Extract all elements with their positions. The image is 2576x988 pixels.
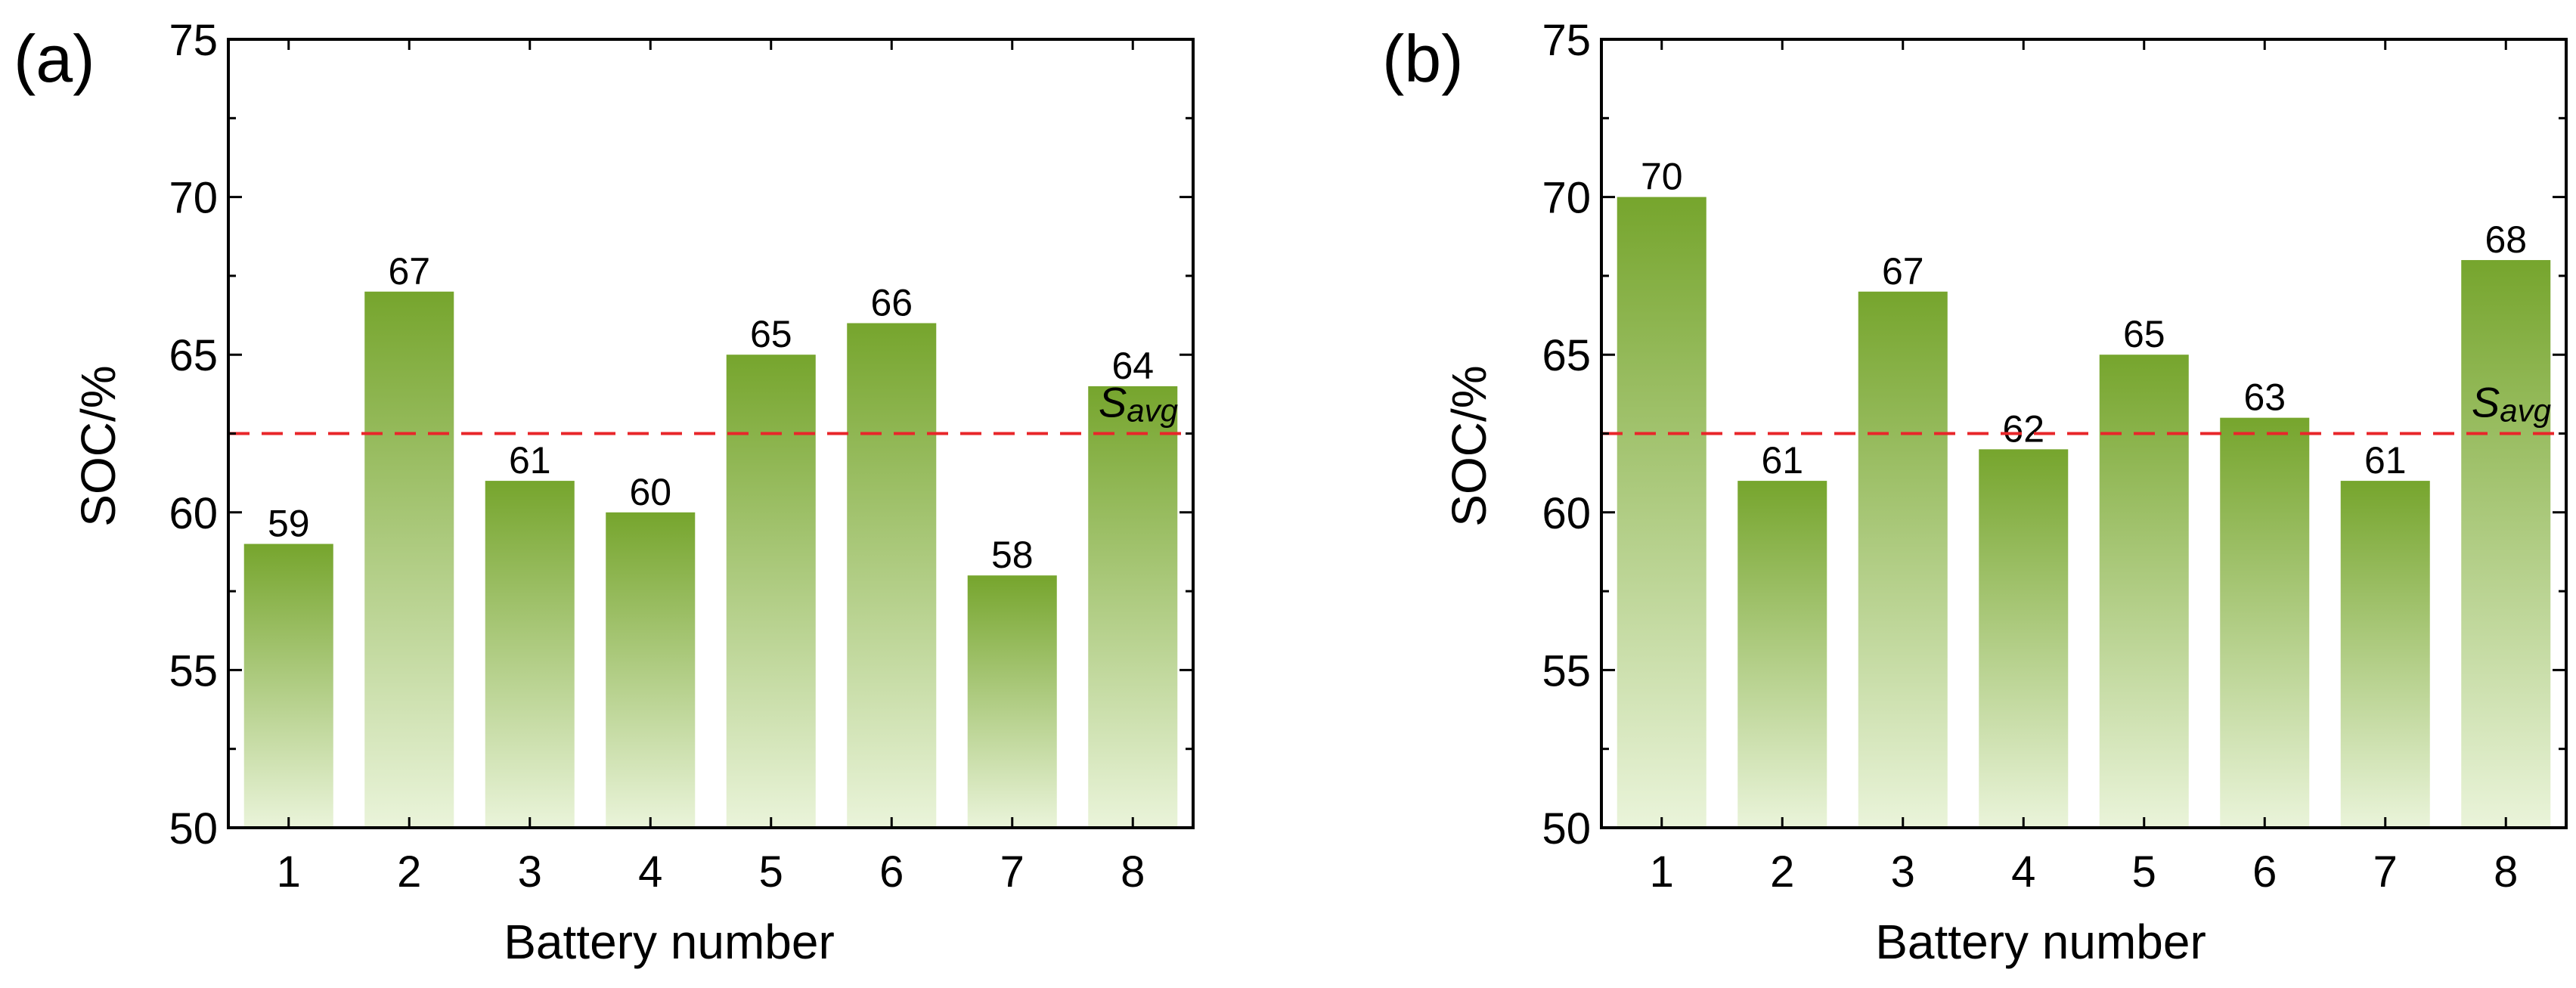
bar: [2099, 355, 2189, 828]
panel-label: (b): [1382, 21, 1464, 96]
bar: [2220, 417, 2310, 828]
data-label: 68: [2485, 218, 2527, 261]
bar: [847, 323, 937, 828]
panel-label: (a): [14, 21, 95, 96]
chart-panel-b: (b) Battery number SOC/% 701612673624655…: [1382, 16, 2568, 969]
data-label: 70: [1641, 156, 1683, 198]
y-tick-label: 75: [1542, 16, 1591, 65]
plot-frame: [1600, 38, 2568, 829]
data-label: 58: [991, 534, 1034, 576]
bar: [967, 575, 1057, 828]
x-tick-label: 1: [277, 847, 301, 897]
chart-panel-a: (a) Battery number SOC/% 591672613604655…: [14, 16, 1195, 969]
bar: [726, 355, 816, 828]
x-tick-label: 2: [397, 847, 421, 897]
savg-subscript: avg: [1127, 393, 1178, 429]
x-tick-label: 5: [759, 847, 783, 897]
x-tick-label: 8: [1121, 847, 1145, 897]
bar: [2340, 481, 2430, 828]
data-label: 67: [1882, 250, 1924, 293]
y-axis-label: SOC/%: [1442, 365, 1496, 526]
bar: [364, 291, 454, 828]
y-tick-label: 65: [1542, 331, 1591, 380]
y-axis-label: SOC/%: [71, 365, 126, 526]
x-axis-label: Battery number: [1875, 915, 2206, 969]
x-tick-label: 4: [2011, 847, 2035, 897]
x-tick-label: 2: [1770, 847, 1794, 897]
data-label: 62: [2002, 407, 2044, 450]
data-label: 65: [750, 313, 792, 355]
bar: [1979, 449, 2069, 828]
data-label: 67: [388, 250, 430, 293]
y-tick-label: 50: [1542, 804, 1591, 853]
y-tick-label: 70: [1542, 174, 1591, 223]
bar: [1858, 291, 1948, 828]
bar: [1088, 386, 1178, 828]
x-tick-label: 3: [518, 847, 542, 897]
data-label: 65: [2123, 313, 2165, 355]
bar: [243, 544, 333, 828]
plot-frame: [227, 38, 1195, 829]
bar: [1737, 481, 1827, 828]
data-label: 61: [1761, 439, 1803, 482]
x-tick-label: 6: [2252, 847, 2277, 897]
y-tick-label: 60: [169, 489, 218, 538]
data-label: 60: [629, 471, 671, 513]
data-label: 61: [509, 439, 551, 482]
bar: [2461, 260, 2551, 828]
y-tick-label: 70: [169, 174, 218, 223]
y-tick-label: 55: [1542, 646, 1591, 695]
data-label: 66: [870, 281, 913, 324]
data-label: 63: [2243, 376, 2286, 419]
bar: [606, 512, 696, 828]
data-label: 59: [268, 503, 310, 545]
data-label: 61: [2364, 439, 2407, 482]
x-tick-label: 4: [638, 847, 662, 897]
x-tick-label: 1: [1650, 847, 1674, 897]
x-tick-label: 5: [2132, 847, 2156, 897]
x-tick-label: 7: [2373, 847, 2398, 897]
x-tick-label: 3: [1891, 847, 1915, 897]
x-tick-label: 7: [1000, 847, 1025, 897]
x-tick-label: 6: [879, 847, 904, 897]
bar: [1617, 197, 1706, 828]
data-label: 64: [1111, 345, 1154, 387]
x-tick-label: 8: [2494, 847, 2518, 897]
y-tick-label: 65: [169, 331, 218, 380]
x-axis-label: Battery number: [504, 915, 835, 969]
y-tick-label: 55: [169, 646, 218, 695]
y-tick-label: 60: [1542, 489, 1591, 538]
bar: [485, 481, 575, 828]
y-tick-label: 75: [169, 16, 218, 65]
y-tick-label: 50: [169, 804, 218, 853]
savg-subscript: avg: [2500, 393, 2551, 429]
